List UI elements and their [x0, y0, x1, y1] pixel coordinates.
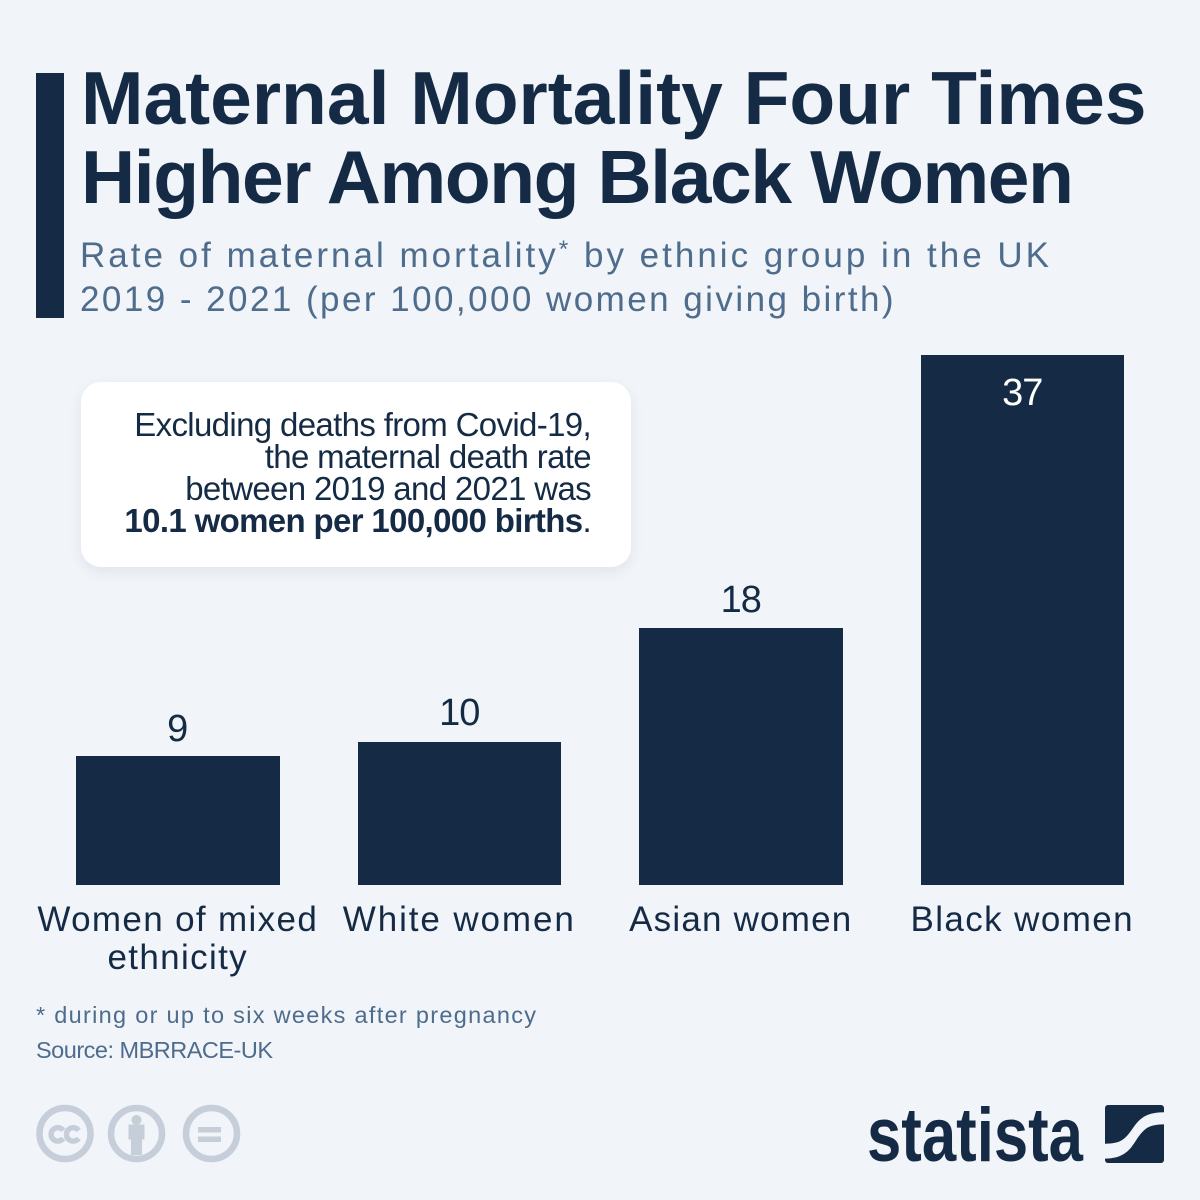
- svg-text:statista: statista: [867, 1100, 1084, 1175]
